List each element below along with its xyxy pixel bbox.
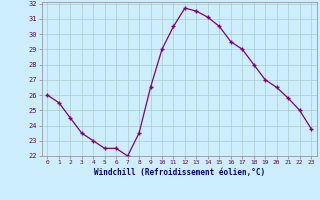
X-axis label: Windchill (Refroidissement éolien,°C): Windchill (Refroidissement éolien,°C) [94, 168, 265, 177]
